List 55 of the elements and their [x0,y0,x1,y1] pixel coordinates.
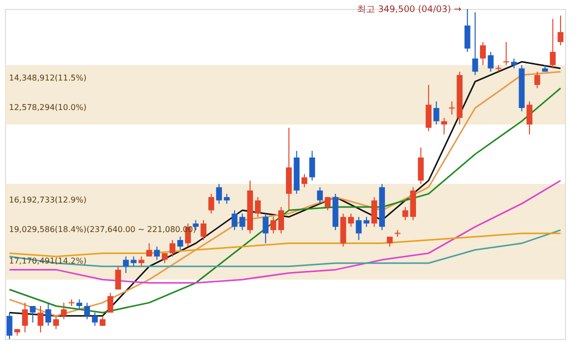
candlestick [480,42,486,66]
candlestick [511,58,517,69]
candlestick [464,8,470,52]
candlestick [418,147,424,184]
candlestick [45,302,52,326]
candlestick [503,42,510,66]
candlestick [426,84,432,132]
candlestick [92,312,98,326]
candlestick [534,71,540,89]
candlestick [38,306,44,333]
candlestick [254,196,261,218]
candlestick [472,12,478,76]
candlestick [177,236,184,250]
candlestick [170,240,176,257]
band-label: 16,192,733(12.9%) [9,195,86,204]
candlestick [30,306,36,323]
candlestick [146,242,152,257]
candlestick [526,100,532,135]
candlestick [60,302,67,320]
candlestick [6,312,12,340]
candlestick [550,18,556,69]
candlestick [356,216,362,240]
candlestick [154,246,160,260]
candlestick [162,252,168,264]
candlestick [84,302,90,320]
band-label: 12,578,294(10.0%) [9,103,86,112]
candlestick [324,196,331,211]
candlestick [309,150,316,182]
band-label: 14,348,912(11.5%) [9,73,86,82]
candlestick [371,196,378,228]
candlestick [386,236,393,248]
candlestick [22,302,28,333]
candlestick [76,298,82,310]
candlestick [200,220,206,240]
candlestick [262,213,269,244]
candlestick [301,174,308,188]
candlestick [402,206,408,221]
candlestick [53,315,59,330]
candlestick [107,292,114,314]
candlestick [433,100,440,125]
candlestick [441,117,448,135]
candlestick [208,193,214,214]
candlestick [100,315,106,326]
candlestick [348,213,354,228]
candlestick [558,15,564,46]
candlestick [364,216,370,228]
candlestick [317,186,323,204]
annotation: 최고 349,500 (04/03) → [357,5,462,15]
candlestick [239,213,246,231]
candlestick [138,256,144,267]
candlestick [224,193,230,204]
candlestick [115,266,122,290]
candlestick [488,51,494,72]
candlestick [232,210,238,231]
candlestick [216,183,222,204]
